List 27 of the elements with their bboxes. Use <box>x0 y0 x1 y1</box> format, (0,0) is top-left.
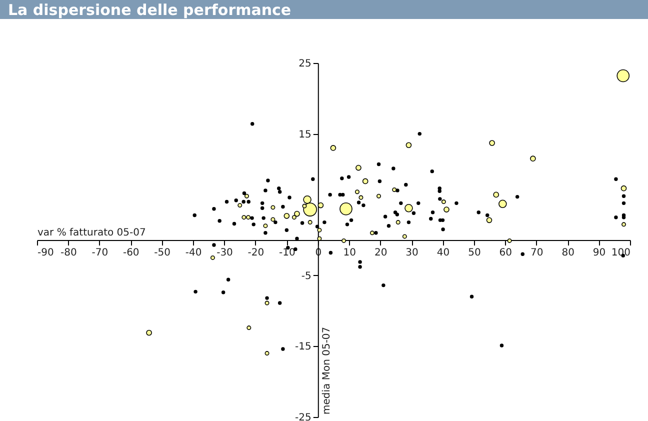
x-tick-label: 10 <box>343 248 356 258</box>
x-tick-label: 60 <box>499 248 512 258</box>
x-tick-label: -30 <box>216 248 233 258</box>
chart-title: La dispersione delle performance <box>8 1 292 19</box>
y-tick-label: -5 <box>301 270 312 282</box>
x-tick-label: 70 <box>530 248 544 258</box>
x-tick-label: -60 <box>122 248 140 258</box>
x-tick-label: 80 <box>562 248 574 258</box>
x-axis-title: var % fatturato 05-07 <box>38 228 146 238</box>
x-tick-label: -10 <box>279 248 296 258</box>
y-tick-label: -25 <box>295 412 312 421</box>
y-axis-title: media Mon 05-07 <box>321 326 332 414</box>
x-tick-label: 30 <box>406 248 418 258</box>
x-tick-label: 90 <box>592 248 606 258</box>
x-tick-label: -50 <box>154 248 171 258</box>
y-tick-label: 25 <box>298 58 312 70</box>
x-tick-label: 20 <box>374 248 388 258</box>
y-tick-label: -15 <box>295 342 312 353</box>
x-tick-label: 100 <box>611 248 630 258</box>
x-tick-label: 50 <box>468 248 481 258</box>
y-tick-label: 15 <box>298 129 312 140</box>
x-tick-label: -70 <box>92 248 108 258</box>
x-tick-label: -90 <box>38 248 54 258</box>
x-tick-label: -80 <box>60 248 77 258</box>
x-tick-label: 40 <box>436 248 450 258</box>
x-tick-label: -40 <box>185 248 202 258</box>
x-tick-label: -20 <box>248 248 264 258</box>
